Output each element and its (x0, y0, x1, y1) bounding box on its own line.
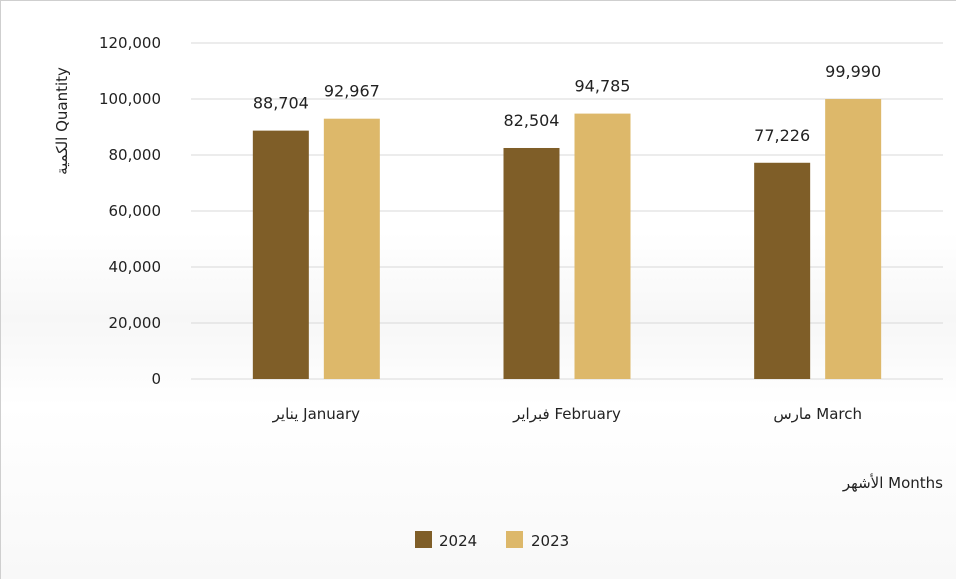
data-label: 99,990 (825, 62, 881, 81)
bars (252, 99, 882, 380)
legend-label-2023: 2023 (531, 532, 569, 550)
y-axis-title: الكمية Quantity (53, 67, 71, 175)
y-tick-label: 80,000 (109, 146, 162, 164)
data-label: 77,226 (754, 126, 810, 145)
y-tick-label: 100,000 (99, 90, 161, 108)
legend-swatch-2024 (415, 531, 432, 548)
legend-label-2024: 2024 (439, 532, 477, 550)
legend: 2024 2023 (415, 531, 569, 550)
y-tick-label: 40,000 (109, 258, 162, 276)
y-tick-label: 0 (151, 370, 161, 388)
bar-2023-1 (574, 113, 631, 380)
bar-2023-2 (825, 99, 882, 379)
x-category-label: فبراير February (512, 405, 621, 423)
y-tick-label: 20,000 (109, 314, 162, 332)
gridlines (191, 42, 943, 380)
y-tick-label: 120,000 (99, 34, 161, 52)
x-axis-title: الأشهر Months (842, 473, 943, 492)
data-label: 94,785 (575, 77, 631, 96)
bar-2023-0 (323, 118, 380, 380)
data-labels: 88,704 92,967 82,504 94,785 77,226 99,990 (253, 62, 881, 145)
x-category-label: يناير January (272, 405, 360, 423)
bar-2024-0 (252, 130, 309, 379)
y-tick-label: 60,000 (109, 202, 162, 220)
data-label: 88,704 (253, 94, 309, 113)
data-label: 92,967 (324, 82, 380, 101)
x-category-label: مارس March (773, 405, 862, 423)
y-axis-ticks: 0 20,000 40,000 60,000 80,000 100,000 120,000 (99, 34, 161, 388)
bar-2024-1 (503, 147, 560, 379)
bar-2024-2 (754, 162, 811, 379)
x-axis-categories: يناير January فبراير February مارس March (272, 405, 862, 423)
data-label: 82,504 (504, 111, 560, 130)
legend-swatch-2023 (506, 531, 523, 548)
